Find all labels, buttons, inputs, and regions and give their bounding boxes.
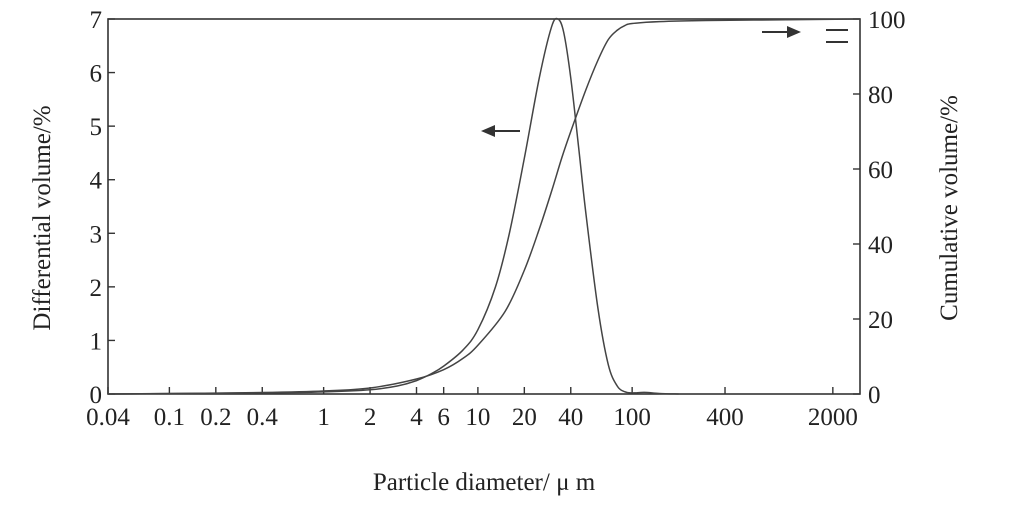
x-tick-label: 0.4 [247,404,279,431]
plot-frame [107,18,861,395]
plot-area [107,18,861,395]
y-right-tick-label: 60 [868,157,893,184]
annotations [481,26,848,137]
y-right-tick-label: 20 [868,307,893,334]
y-left-tick-label: 2 [90,275,103,302]
y-axis-left-title: Differential volume/% [29,105,56,330]
x-tick-label: 0.1 [154,404,185,431]
x-tick-label: 0.2 [200,404,231,431]
y-left-tick-label: 0 [90,382,103,409]
series-group [107,17,861,395]
x-tick-label: 2 [364,404,377,431]
x-tick-label: 40 [558,404,583,431]
x-tick-label: 6 [437,404,450,431]
y-right-tick-label: 0 [868,382,881,409]
y-left-tick-label: 5 [90,114,103,141]
right-axis-arrowhead [787,26,801,38]
x-tick-label: 1 [317,404,330,431]
y-left-tick-label: 6 [90,61,103,88]
cumulative-volume-line [107,18,861,395]
y-axis-right-title: Cumulative volume/% [936,95,963,321]
x-tick-label: 0.04 [86,404,130,431]
x-tick-label: 4 [410,404,423,431]
y-right-tick-label: 40 [868,232,893,259]
y-left-tick-label: 4 [90,168,103,195]
y-right-tick-label: 100 [868,7,906,34]
x-tick-label: 10 [465,404,490,431]
x-tick-label: 20 [512,404,537,431]
x-tick-label: 2000 [808,404,858,431]
left-axis-arrowhead [481,125,495,137]
y-left-tick-label: 3 [90,221,103,248]
y-right-tick-label: 80 [868,82,893,109]
x-tick-label: 400 [706,404,744,431]
differential-volume-line [107,17,679,395]
x-tick-label: 100 [613,404,651,431]
y-left-tick-label: 7 [90,7,103,34]
axes: 0.04 0.1 0.2 0.4 1 2 4 6 10 20 40 100 400 20000123456… [86,7,905,431]
x-axis-title: Particle diameter/ μ m [373,469,596,496]
y-left-tick-label: 1 [90,328,103,355]
